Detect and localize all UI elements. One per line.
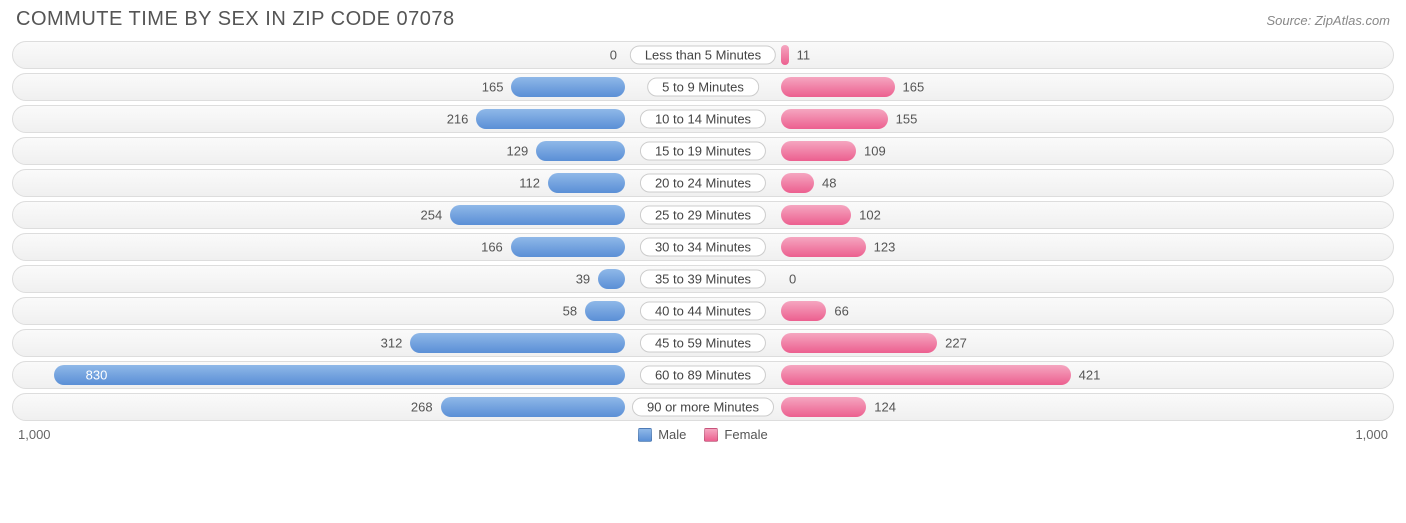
value-male: 830 bbox=[86, 368, 108, 383]
category-label: Less than 5 Minutes bbox=[630, 46, 776, 65]
value-female: 0 bbox=[789, 272, 796, 287]
category-label: 10 to 14 Minutes bbox=[640, 110, 766, 129]
value-male: 216 bbox=[447, 112, 469, 127]
bar-row: 312 227 45 to 59 Minutes bbox=[12, 329, 1394, 357]
value-male: 129 bbox=[507, 144, 529, 159]
bar-male bbox=[511, 237, 625, 257]
category-label: 40 to 44 Minutes bbox=[640, 302, 766, 321]
bar-female bbox=[781, 173, 814, 193]
value-female: 165 bbox=[903, 80, 925, 95]
chart-header: COMMUTE TIME BY SEX IN ZIP CODE 07078 So… bbox=[12, 8, 1394, 31]
bar-female bbox=[781, 301, 826, 321]
legend: Male Female bbox=[638, 427, 768, 442]
bar-row: 39 0 35 to 39 Minutes bbox=[12, 265, 1394, 293]
value-female: 11 bbox=[797, 48, 811, 63]
bar-male bbox=[511, 77, 625, 97]
axis-right-label: 1,000 bbox=[1355, 427, 1388, 442]
bar-row: 112 48 20 to 24 Minutes bbox=[12, 169, 1394, 197]
chart-source: Source: ZipAtlas.com bbox=[1266, 13, 1390, 28]
bar-female bbox=[781, 333, 937, 353]
value-male: 254 bbox=[421, 208, 443, 223]
bar-row: 0 11 Less than 5 Minutes bbox=[12, 41, 1394, 69]
value-female: 109 bbox=[864, 144, 886, 159]
bar-male bbox=[441, 397, 625, 417]
value-female: 102 bbox=[859, 208, 881, 223]
category-label: 90 or more Minutes bbox=[632, 398, 774, 417]
bar-female bbox=[781, 205, 851, 225]
value-female: 48 bbox=[822, 176, 836, 191]
value-female: 155 bbox=[896, 112, 918, 127]
value-female: 421 bbox=[1079, 368, 1101, 383]
bar-male bbox=[585, 301, 625, 321]
category-label: 45 to 59 Minutes bbox=[640, 334, 766, 353]
value-female: 123 bbox=[874, 240, 896, 255]
bar-row: 254 102 25 to 29 Minutes bbox=[12, 201, 1394, 229]
bar-row: 165 165 5 to 9 Minutes bbox=[12, 73, 1394, 101]
legend-item-male: Male bbox=[638, 427, 686, 442]
value-male: 165 bbox=[482, 80, 504, 95]
bar-male bbox=[410, 333, 625, 353]
axis-left-label: 1,000 bbox=[18, 427, 51, 442]
legend-label-female: Female bbox=[724, 427, 767, 442]
chart-title: COMMUTE TIME BY SEX IN ZIP CODE 07078 bbox=[16, 8, 455, 31]
value-female: 124 bbox=[874, 400, 896, 415]
bar-male bbox=[548, 173, 625, 193]
bar-female bbox=[781, 77, 895, 97]
chart-container: COMMUTE TIME BY SEX IN ZIP CODE 07078 So… bbox=[0, 0, 1406, 452]
bar-female bbox=[781, 397, 866, 417]
category-label: 15 to 19 Minutes bbox=[640, 142, 766, 161]
bar-row: 129 109 15 to 19 Minutes bbox=[12, 137, 1394, 165]
category-label: 35 to 39 Minutes bbox=[640, 270, 766, 289]
bar-male bbox=[476, 109, 625, 129]
legend-swatch-female bbox=[704, 428, 718, 442]
category-label: 20 to 24 Minutes bbox=[640, 174, 766, 193]
chart-footer: 1,000 Male Female 1,000 bbox=[12, 427, 1394, 442]
bar-male bbox=[598, 269, 625, 289]
bar-male bbox=[54, 365, 625, 385]
value-male: 112 bbox=[519, 176, 540, 191]
bar-male bbox=[536, 141, 625, 161]
bar-row: 830 421 60 to 89 Minutes bbox=[12, 361, 1394, 389]
value-female: 227 bbox=[945, 336, 967, 351]
category-label: 5 to 9 Minutes bbox=[647, 78, 759, 97]
bar-female bbox=[781, 45, 789, 65]
value-male: 58 bbox=[563, 304, 577, 319]
value-female: 66 bbox=[834, 304, 848, 319]
value-male: 268 bbox=[411, 400, 433, 415]
legend-swatch-male bbox=[638, 428, 652, 442]
bar-female bbox=[781, 109, 888, 129]
value-male: 39 bbox=[576, 272, 590, 287]
bar-female bbox=[781, 365, 1071, 385]
chart-rows: 0 11 Less than 5 Minutes 165 165 5 to 9 Minut… bbox=[12, 41, 1394, 421]
bar-female bbox=[781, 141, 856, 161]
category-label: 60 to 89 Minutes bbox=[640, 366, 766, 385]
bar-female bbox=[781, 237, 866, 257]
bar-row: 216 155 10 to 14 Minutes bbox=[12, 105, 1394, 133]
bar-row: 268 124 90 or more Minutes bbox=[12, 393, 1394, 421]
value-male: 312 bbox=[381, 336, 403, 351]
legend-item-female: Female bbox=[704, 427, 767, 442]
legend-label-male: Male bbox=[658, 427, 686, 442]
bar-row: 166 123 30 to 34 Minutes bbox=[12, 233, 1394, 261]
value-male: 166 bbox=[481, 240, 503, 255]
category-label: 25 to 29 Minutes bbox=[640, 206, 766, 225]
value-male: 0 bbox=[610, 48, 617, 63]
bar-male bbox=[450, 205, 625, 225]
category-label: 30 to 34 Minutes bbox=[640, 238, 766, 257]
bar-row: 58 66 40 to 44 Minutes bbox=[12, 297, 1394, 325]
